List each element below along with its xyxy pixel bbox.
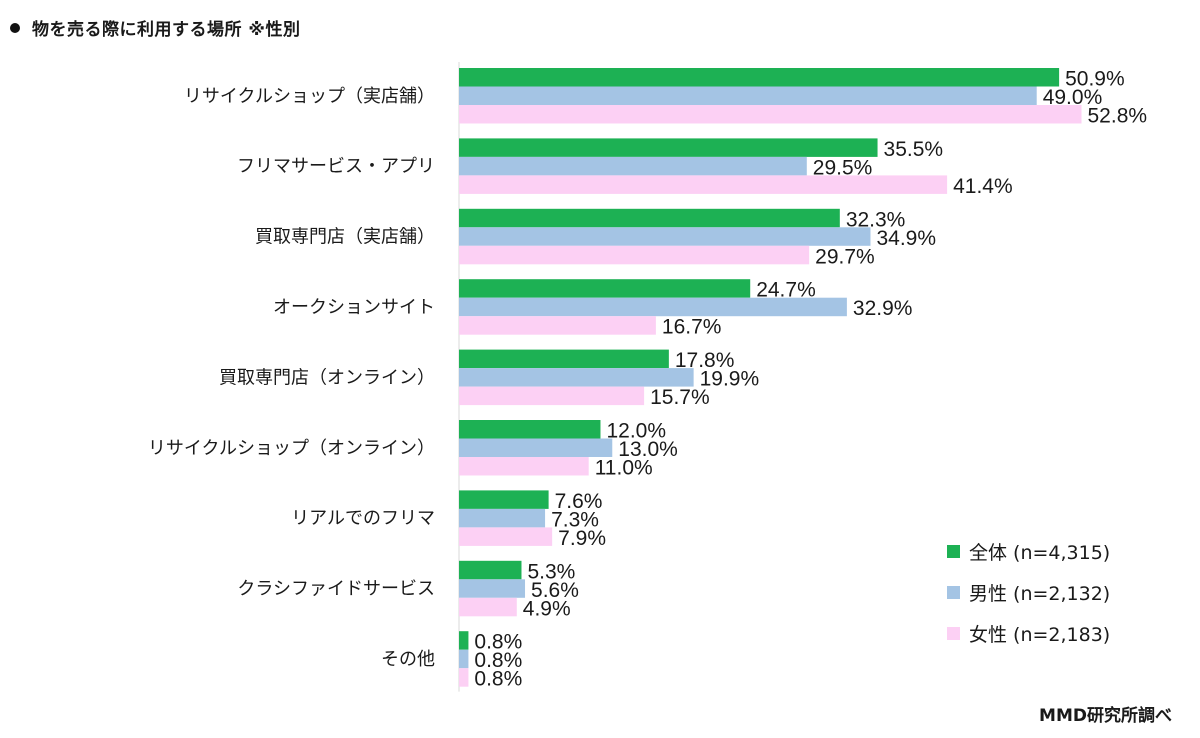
value-label: 4.9% bbox=[523, 597, 571, 620]
category-label: リサイクルショップ（オンライン） bbox=[148, 438, 435, 459]
bar bbox=[459, 86, 1037, 105]
value-label: 24.7% bbox=[756, 279, 816, 302]
legend-swatch bbox=[947, 586, 960, 599]
bar bbox=[459, 386, 645, 406]
value-label: 0.8% bbox=[474, 649, 522, 672]
bar bbox=[459, 316, 656, 335]
legend-label: 女性 (n=2,183) bbox=[969, 624, 1110, 646]
value-label: 11.0% bbox=[595, 457, 653, 480]
legend-swatch bbox=[947, 627, 960, 640]
bar bbox=[459, 368, 694, 387]
category-label: オークションサイト bbox=[273, 297, 435, 318]
bar bbox=[459, 438, 613, 457]
bar bbox=[459, 156, 807, 176]
bar bbox=[459, 508, 546, 528]
legend-label: 全体 (n=4,315) bbox=[969, 542, 1110, 564]
value-label: 41.4% bbox=[953, 175, 1013, 198]
value-label: 12.0% bbox=[606, 420, 666, 443]
bar bbox=[459, 668, 469, 687]
value-label: 7.6% bbox=[555, 490, 603, 513]
value-label: 35.5% bbox=[884, 138, 944, 161]
category-label: 買取専門店（オンライン） bbox=[219, 367, 435, 388]
bar bbox=[459, 175, 948, 194]
value-label: 32.3% bbox=[846, 208, 906, 231]
bar bbox=[459, 527, 553, 546]
bar bbox=[459, 208, 840, 228]
value-label: 52.8% bbox=[1088, 105, 1148, 128]
legend-swatch bbox=[947, 545, 960, 558]
chart-title: 物を売る際に利用する場所 ※性別 bbox=[10, 15, 300, 40]
bar bbox=[459, 138, 878, 157]
value-label: 0.8% bbox=[474, 668, 522, 691]
value-label: 16.7% bbox=[662, 316, 722, 339]
bar bbox=[459, 227, 871, 246]
bar bbox=[459, 279, 751, 298]
category-label: その他 bbox=[381, 649, 435, 670]
value-label: 19.9% bbox=[700, 368, 760, 391]
source-credit: MMD研究所調べ bbox=[1039, 706, 1172, 726]
bar bbox=[459, 68, 1060, 87]
bar bbox=[459, 631, 469, 650]
category-label: リアルでのフリマ bbox=[291, 508, 435, 529]
bar bbox=[459, 457, 589, 476]
value-label: 13.0% bbox=[618, 438, 678, 461]
value-label: 15.7% bbox=[650, 386, 710, 409]
bar bbox=[459, 597, 517, 617]
bar bbox=[459, 349, 669, 369]
value-label: 0.8% bbox=[474, 631, 522, 654]
value-label: 32.9% bbox=[853, 297, 913, 320]
value-label: 29.5% bbox=[813, 156, 873, 179]
chart-title-text: 物を売る際に利用する場所 ※性別 bbox=[32, 20, 301, 40]
bullet-icon bbox=[10, 23, 20, 33]
value-label: 50.9% bbox=[1065, 68, 1125, 91]
category-label: クラシファイドサービス bbox=[237, 579, 435, 600]
bar bbox=[459, 297, 847, 317]
value-label: 34.9% bbox=[876, 227, 936, 250]
bar bbox=[459, 649, 469, 669]
category-label: リサイクルショップ（実店舗） bbox=[184, 86, 435, 107]
value-label: 7.3% bbox=[551, 508, 599, 531]
value-label: 29.7% bbox=[815, 245, 875, 268]
category-label: 買取専門店（実店舗） bbox=[255, 227, 435, 248]
legend-label: 男性 (n=2,132) bbox=[969, 583, 1110, 605]
bar bbox=[459, 579, 526, 598]
bar bbox=[459, 420, 601, 439]
bar bbox=[459, 105, 1082, 124]
bar bbox=[459, 560, 522, 580]
value-label: 7.9% bbox=[558, 527, 606, 550]
bar bbox=[459, 490, 549, 509]
category-label: フリマサービス・アプリ bbox=[237, 156, 435, 177]
value-label: 5.6% bbox=[531, 579, 579, 602]
value-label: 17.8% bbox=[675, 349, 735, 372]
value-label: 5.3% bbox=[527, 560, 575, 583]
bar bbox=[459, 245, 810, 265]
value-label: 49.0% bbox=[1043, 86, 1103, 109]
